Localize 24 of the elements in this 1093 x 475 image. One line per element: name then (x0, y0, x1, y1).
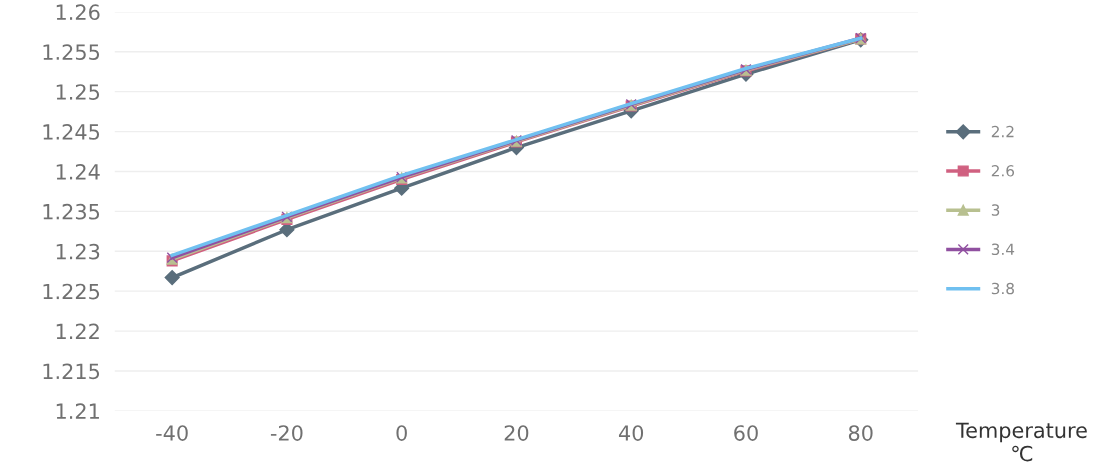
legend-label: 2.6 (991, 165, 1015, 177)
y-tick-label: 1.24 (56, 163, 100, 180)
y-tick-label: 1.25 (56, 84, 100, 100)
x-tick-label: 0 (396, 425, 407, 441)
x-tick-label: -20 (270, 425, 303, 441)
y-tick-label: 1.22 (56, 323, 99, 339)
legend-label: 2.2 (991, 125, 1014, 138)
y-tick-label: 1.255 (43, 44, 100, 60)
legend-label: 3 (991, 204, 1000, 216)
y-tick-label: 1.21 (56, 403, 99, 419)
y-tick-label: 1.23 (56, 243, 100, 260)
y-tick-label: 1.26 (56, 4, 100, 21)
legend-label: 3.4 (991, 243, 1015, 256)
y-tick-label: 1.245 (43, 124, 100, 140)
x-tick-label: -40 (156, 425, 188, 441)
y-tick-label: 1.215 (43, 363, 100, 380)
legend-label: 3.8 (991, 282, 1014, 295)
y-tick-label: 1.235 (43, 203, 100, 220)
x-tick-label: 60 (734, 425, 758, 441)
x-axis-title: Temperature ℃ (955, 422, 1087, 462)
x-tick-label: 80 (848, 425, 873, 441)
y-tick-label: 1.225 (43, 283, 100, 300)
x-tick-label: 40 (618, 425, 644, 441)
x-tick-label: 20 (504, 425, 529, 441)
